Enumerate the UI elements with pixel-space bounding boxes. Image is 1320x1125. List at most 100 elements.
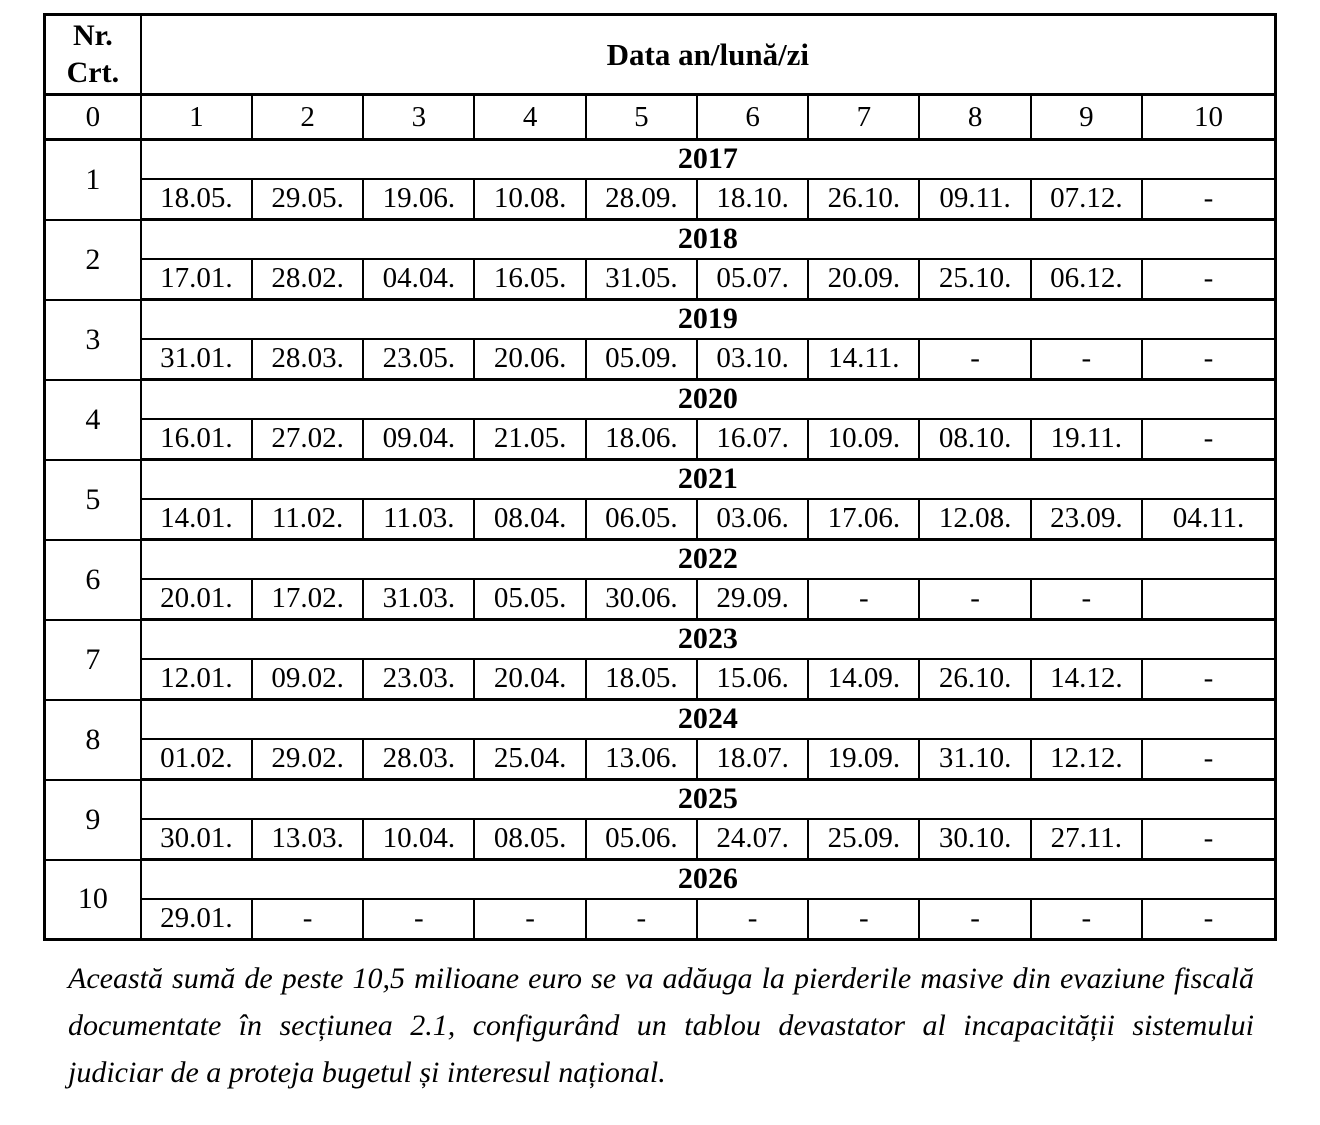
dates-row: 12.01. 09.02. 23.03. 20.04. 18.05. 15.06. 14.0…	[45, 657, 1277, 701]
date-cell: 10.04.	[362, 817, 476, 861]
date-cell: 08.05.	[473, 817, 587, 861]
footer-note: Această sumă de peste 10,5 milioane euro…	[68, 962, 1254, 1089]
dates-row: 17.01. 28.02. 04.04. 16.05. 31.05. 05.07. 20.0…	[45, 257, 1277, 301]
date-cell: 31.05.	[584, 257, 698, 301]
date-cell: 25.04.	[473, 737, 587, 781]
row-number: 3	[43, 298, 142, 381]
year-row: 4 2020	[43, 378, 1277, 461]
date-cell: 26.10.	[918, 657, 1032, 701]
date-cell: -	[1029, 897, 1143, 941]
date-cell: 16.05.	[473, 257, 587, 301]
date-cell: -	[1140, 337, 1277, 381]
date-cell: 18.05.	[584, 657, 698, 701]
date-cell: 05.07.	[695, 257, 810, 301]
year-cell: 2020	[139, 378, 1277, 420]
date-cell: 17.01.	[139, 257, 253, 301]
date-cell: 10.09.	[807, 417, 921, 461]
date-cell: 12.01.	[139, 657, 253, 701]
date-cell: 20.04.	[473, 657, 587, 701]
date-cell: -	[1140, 817, 1277, 861]
dates-row: 31.01. 28.03. 23.05. 20.06. 05.09. 03.10. 14.1…	[45, 337, 1277, 381]
year-cell: 2018	[139, 218, 1277, 260]
date-cell: 30.10.	[918, 817, 1032, 861]
year-row: 5 2021	[43, 458, 1277, 541]
date-cell	[1140, 577, 1277, 621]
year-cell: 2021	[139, 458, 1277, 500]
date-cell: 18.07.	[695, 737, 810, 781]
date-cell: 27.11.	[1029, 817, 1143, 861]
date-cell: 08.10.	[918, 417, 1032, 461]
year-cell: 2026	[139, 858, 1277, 900]
date-cell: -	[1140, 657, 1277, 701]
date-cell: 28.02.	[250, 257, 365, 301]
date-cell: 17.06.	[807, 497, 921, 541]
date-cell: 23.03.	[362, 657, 476, 701]
year-cell: 2025	[139, 778, 1277, 820]
date-cell: 20.09.	[807, 257, 921, 301]
date-cell: 09.02.	[250, 657, 365, 701]
date-cell: 31.10.	[918, 737, 1032, 781]
column-number: 9	[1029, 93, 1143, 141]
date-cell: -	[918, 577, 1032, 621]
date-cell: -	[362, 897, 476, 941]
date-cell: 18.10.	[695, 177, 810, 221]
header-row: Nr. Crt. Data an/lună/zi	[43, 13, 1277, 96]
date-cell: 14.11.	[807, 337, 921, 381]
date-cell: 04.11.	[1140, 497, 1277, 541]
date-cell: 19.06.	[362, 177, 476, 221]
date-cell: -	[1029, 577, 1143, 621]
dates-row: 29.01. - - - - - - - - -	[45, 897, 1277, 941]
date-cell: 05.06.	[584, 817, 698, 861]
date-cell: 12.12.	[1029, 737, 1143, 781]
date-cell: 20.01.	[139, 577, 253, 621]
date-cell: -	[695, 897, 810, 941]
date-cell: -	[1140, 897, 1277, 941]
dates-row: 18.05. 29.05. 19.06. 10.08. 28.09. 18.10. 26.1…	[45, 177, 1277, 221]
date-cell: -	[918, 897, 1032, 941]
date-cell: 04.04.	[362, 257, 476, 301]
date-cell: -	[807, 897, 921, 941]
year-row: 6 2022	[43, 538, 1277, 621]
date-cell: 19.09.	[807, 737, 921, 781]
corner-header: Nr. Crt.	[43, 13, 142, 96]
year-cell: 2024	[139, 698, 1277, 740]
column-number-row: 0 1 2 3 4 5 6 7 8 9 10	[43, 93, 1277, 141]
date-cell: 13.03.	[250, 817, 365, 861]
date-cell: 29.01.	[139, 897, 253, 941]
date-cell: 18.05.	[139, 177, 253, 221]
date-cell: 17.02.	[250, 577, 365, 621]
column-number: 10	[1140, 93, 1277, 141]
date-cell: -	[918, 337, 1032, 381]
row-number: 6	[43, 538, 142, 621]
date-cell: 08.04.	[473, 497, 587, 541]
date-cell: 14.12.	[1029, 657, 1143, 701]
date-cell: 06.05.	[584, 497, 698, 541]
date-cell: -	[250, 897, 365, 941]
column-number: 2	[250, 93, 365, 141]
date-cell: 20.06.	[473, 337, 587, 381]
date-cell: -	[1140, 177, 1277, 221]
column-number: 5	[584, 93, 698, 141]
table-body: 1 2017 18.05. 29.05. 19.06. 10.08. 28.09. 18.10…	[43, 138, 1277, 941]
date-cell: 28.03.	[362, 737, 476, 781]
date-cell: 10.08.	[473, 177, 587, 221]
date-cell: 03.10.	[695, 337, 810, 381]
date-cell: 23.09.	[1029, 497, 1143, 541]
date-cell: 25.10.	[918, 257, 1032, 301]
date-cell: 28.09.	[584, 177, 698, 221]
column-number: 4	[473, 93, 587, 141]
dates-row: 30.01. 13.03. 10.04. 08.05. 05.06. 24.07. 25.0…	[45, 817, 1277, 861]
year-row: 10 2026	[43, 858, 1277, 941]
year-cell: 2022	[139, 538, 1277, 580]
row-number: 7	[43, 618, 142, 701]
date-cell: 29.02.	[250, 737, 365, 781]
date-cell: 24.07.	[695, 817, 810, 861]
row-number: 2	[43, 218, 142, 301]
date-cell: 12.08.	[918, 497, 1032, 541]
year-row: 3 2019	[43, 298, 1277, 381]
date-cell: 01.02.	[139, 737, 253, 781]
column-number: 0	[43, 93, 142, 141]
date-cell: 16.07.	[695, 417, 810, 461]
